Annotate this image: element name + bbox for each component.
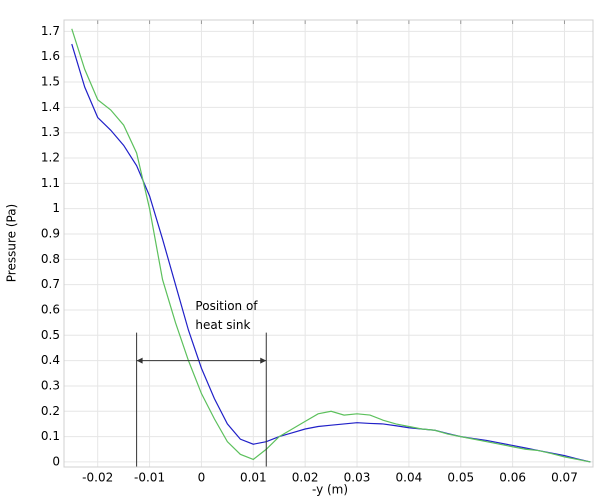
- x-tick-label: 0.02: [292, 471, 319, 485]
- annotation-text: heat sink: [195, 318, 250, 332]
- series-line: [71, 43, 591, 463]
- y-tick-label: 1.5: [41, 75, 60, 89]
- x-tick-label: 0.01: [240, 471, 267, 485]
- y-tick-label: 0.2: [41, 404, 60, 418]
- x-tick-label: 0.06: [499, 471, 526, 485]
- annotation-text: Position of: [195, 299, 258, 313]
- y-tick-label: 0.9: [41, 227, 60, 241]
- y-tick-label: 1.7: [41, 24, 60, 38]
- y-tick-label: 0.3: [41, 378, 60, 392]
- series-line: [71, 28, 591, 463]
- y-tick-label: 0: [52, 454, 60, 468]
- x-tick-label: 0.03: [344, 471, 371, 485]
- y-tick-label: 0.8: [41, 252, 60, 266]
- y-tick-label: 1.2: [41, 151, 60, 165]
- y-tick-label: 1.4: [41, 100, 60, 114]
- y-tick-label: 1.6: [41, 49, 60, 63]
- y-tick-label: 0.6: [41, 302, 60, 316]
- x-axis-label: -y (m): [312, 483, 348, 497]
- y-tick-label: 0.5: [41, 328, 60, 342]
- y-tick-label: 0.4: [41, 353, 60, 367]
- x-tick-label: 0: [198, 471, 206, 485]
- x-tick-label: 0.04: [396, 471, 423, 485]
- plot-frame: [63, 19, 594, 468]
- y-tick-label: 1: [52, 201, 60, 215]
- x-tick-label: 0.05: [447, 471, 474, 485]
- y-tick-label: 1.3: [41, 125, 60, 139]
- y-tick-label: 1.1: [41, 176, 60, 190]
- x-tick-label: -0.02: [82, 471, 113, 485]
- y-tick-label: 0.7: [41, 277, 60, 291]
- arrow-head: [260, 357, 267, 364]
- x-tick-label: -0.01: [134, 471, 165, 485]
- arrow-head: [136, 357, 143, 364]
- y-axis-label: Pressure (Pa): [5, 204, 19, 282]
- x-tick-label: 0.07: [551, 471, 578, 485]
- y-tick-label: 0.1: [41, 429, 60, 443]
